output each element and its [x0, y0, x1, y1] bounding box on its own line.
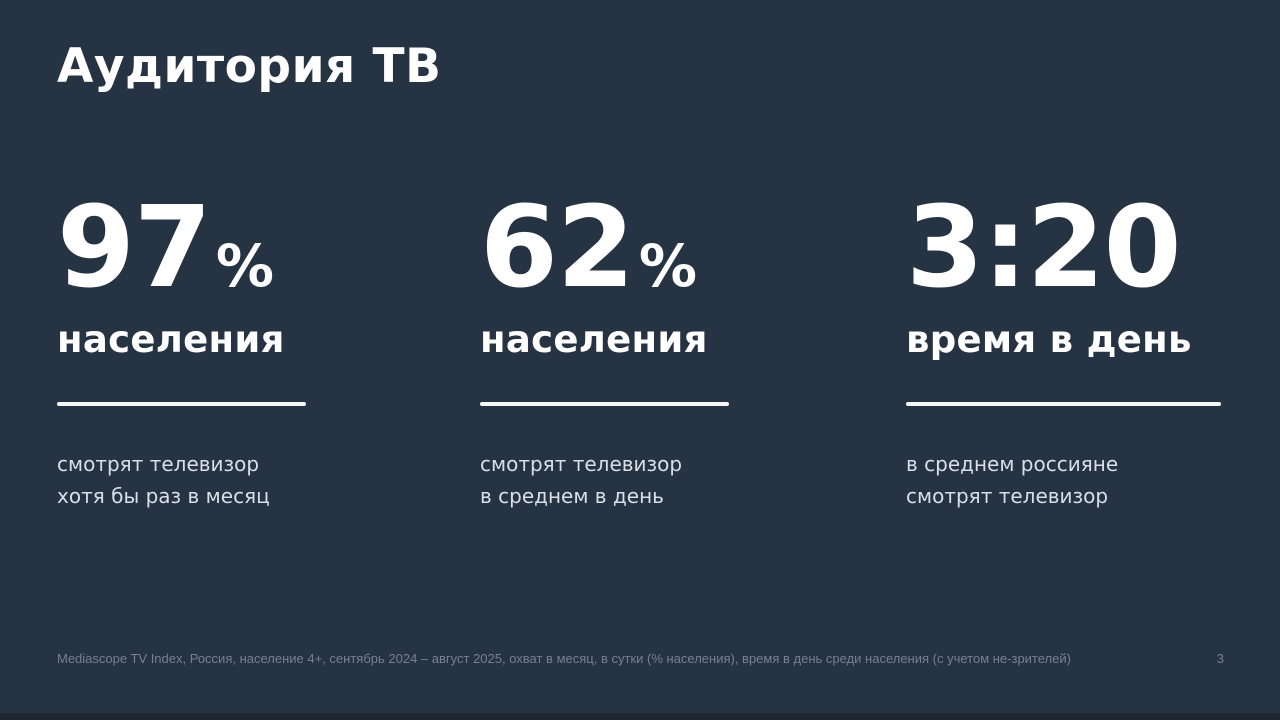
source-note: Mediascope TV Index, Россия, население 4…	[57, 651, 1071, 666]
stat-description-line1: смотрят телевизор	[57, 451, 260, 476]
stat-description-line2: хотя бы раз в месяц	[57, 484, 270, 509]
stat-label: время в день	[906, 318, 1192, 361]
footer: Mediascope TV Index, Россия, население 4…	[57, 650, 1224, 668]
stat-description-line1: в среднем россияне	[906, 451, 1119, 476]
stat-description-line2: в среднем в день	[480, 484, 664, 509]
stat-unit-percent: %	[638, 232, 697, 300]
stat-unit-percent: %	[215, 232, 274, 300]
stat-description-line1: смотрят телевизор	[480, 451, 683, 476]
stat-value-row: 3:20	[906, 192, 1276, 304]
stat-block-monthly-reach: 97% населения смотрят телевизор хотя бы …	[57, 192, 427, 512]
divider-line	[57, 401, 306, 406]
stat-description: смотрят телевизор в среднем в день	[480, 448, 850, 513]
slide-title: Аудитория ТВ	[57, 39, 442, 94]
stat-value-row: 97%	[57, 192, 427, 304]
stat-description-line2: смотрят телевизор	[906, 484, 1109, 509]
stat-block-daily-time: 3:20 время в день в среднем россияне смо…	[906, 192, 1276, 512]
stat-label: населения	[480, 318, 708, 361]
stat-block-daily-reach: 62% населения смотрят телевизор в средне…	[480, 192, 850, 512]
stat-value-row: 62%	[480, 192, 850, 304]
stat-value: 62	[480, 183, 635, 313]
stat-value: 97	[57, 183, 212, 313]
stat-description: смотрят телевизор хотя бы раз в месяц	[57, 448, 427, 513]
stat-value: 3:20	[906, 183, 1182, 313]
bottom-edge-bar	[0, 713, 1280, 720]
stat-description: в среднем россияне смотрят телевизор	[906, 448, 1276, 513]
stat-label: населения	[57, 318, 285, 361]
divider-line	[480, 401, 729, 406]
divider-line	[906, 401, 1221, 406]
page-number: 3	[1216, 651, 1224, 666]
